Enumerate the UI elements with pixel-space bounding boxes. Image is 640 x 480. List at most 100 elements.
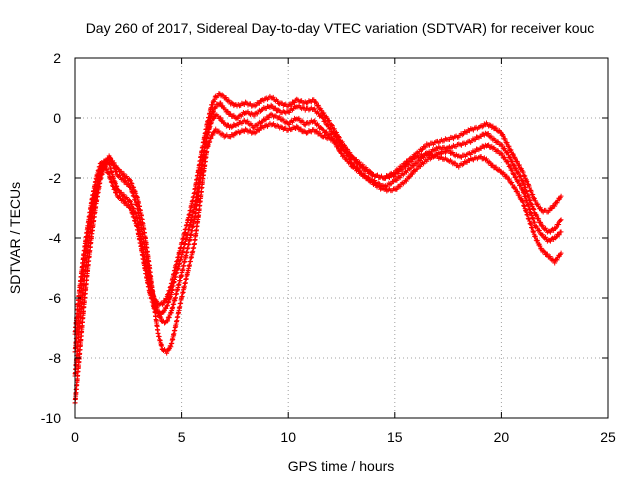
data-point-dense: [519, 186, 525, 192]
data-point-dense: [257, 127, 262, 133]
data-point-dense: [273, 105, 278, 111]
data-point-dense: [241, 129, 247, 134]
data-point-dense: [472, 137, 478, 142]
data-point: [403, 168, 408, 174]
data-point-dense: [158, 315, 164, 321]
data-point-dense: [296, 115, 302, 121]
data-point-dense: [417, 158, 423, 163]
data-point-dense: [529, 201, 535, 207]
data-point-dense: [320, 116, 326, 121]
data-point-dense: [499, 151, 505, 157]
data-point: [106, 153, 112, 159]
data-point: [110, 184, 116, 189]
data-point-dense: [524, 179, 530, 184]
data-point-dense: [333, 141, 339, 147]
data-point-dense: [118, 189, 124, 195]
data-point-dense: [536, 216, 542, 222]
series-track-4: [72, 100, 564, 337]
data-point-dense: [547, 254, 553, 259]
data-point-dense: [511, 163, 516, 168]
data-point-dense: [446, 148, 452, 154]
data-point: [121, 171, 127, 177]
data-point-dense: [327, 125, 333, 131]
data-point-dense: [276, 107, 282, 113]
data-point: [558, 193, 564, 199]
data-point-dense: [487, 122, 493, 128]
data-point-dense: [321, 110, 327, 116]
data-point-dense: [519, 196, 524, 201]
data-point-dense: [354, 164, 360, 170]
data-point-dense: [517, 173, 523, 179]
data-point-dense: [556, 222, 562, 227]
data-point-dense: [219, 92, 225, 98]
data-point-dense: [518, 174, 524, 180]
data-point-dense: [423, 144, 429, 150]
data-point: [490, 162, 496, 168]
data-point-dense: [537, 228, 542, 234]
data-point-dense: [252, 103, 258, 109]
x-tick-label: 15: [387, 429, 403, 445]
data-point: [277, 114, 283, 120]
data-point: [413, 167, 419, 172]
data-point-dense: [316, 102, 321, 108]
data-point-dense: [497, 129, 503, 135]
data-point-dense: [118, 168, 124, 174]
data-point-dense: [517, 162, 522, 168]
data-point: [552, 260, 558, 266]
data-point-dense: [420, 154, 425, 160]
data-point-dense: [554, 257, 560, 263]
data-point-dense: [409, 156, 415, 162]
data-point-dense: [502, 145, 507, 151]
data-point-dense: [263, 117, 269, 122]
data-point: [251, 113, 257, 119]
x-tick-label: 20: [494, 429, 510, 445]
data-point-dense: [411, 163, 417, 169]
data-point-dense: [114, 169, 119, 174]
data-point-dense: [478, 146, 484, 151]
data-point-dense: [420, 147, 425, 152]
data-point-dense: [530, 206, 536, 212]
data-point-dense: [355, 165, 360, 171]
data-point-dense: [329, 123, 335, 128]
data-point-dense: [419, 147, 424, 153]
data-point-dense: [510, 182, 515, 188]
data-point-dense: [232, 131, 238, 137]
data-point-dense: [530, 206, 536, 211]
data-point-dense: [519, 177, 525, 183]
data-point-dense: [534, 213, 540, 219]
data-point-dense: [506, 176, 512, 182]
data-point-dense: [488, 122, 494, 128]
data-point-dense: [312, 118, 318, 124]
data-marks: [72, 91, 564, 406]
data-point-dense: [515, 189, 520, 195]
data-point-dense: [509, 180, 515, 185]
y-tick-label: 0: [53, 110, 61, 126]
data-point: [110, 163, 116, 169]
data-point-dense: [338, 150, 344, 156]
data-point-dense: [493, 140, 499, 145]
data-point-dense: [394, 177, 400, 183]
data-point-dense: [508, 147, 514, 153]
data-point-dense: [502, 136, 508, 142]
y-axis-label: SDTVAR / TECUs: [7, 182, 23, 294]
data-point-dense: [549, 236, 554, 242]
data-point-dense: [486, 159, 492, 165]
data-point: [392, 170, 398, 176]
data-point-dense: [211, 116, 216, 122]
data-point-dense: [275, 98, 280, 104]
data-point: [328, 126, 334, 132]
data-point-dense: [210, 102, 215, 108]
data-point-dense: [126, 202, 132, 208]
data-point-dense: [479, 124, 485, 130]
data-point-dense: [478, 154, 484, 159]
data-point-dense: [520, 169, 526, 175]
data-point: [213, 126, 219, 132]
data-point-dense: [507, 154, 513, 160]
x-tick-label: 10: [280, 429, 296, 445]
data-point-dense: [528, 187, 534, 193]
data-point: [533, 234, 538, 240]
data-point-dense: [165, 318, 171, 324]
data-point-dense: [347, 156, 353, 162]
data-point-dense: [104, 167, 110, 172]
data-point-dense: [327, 131, 333, 137]
